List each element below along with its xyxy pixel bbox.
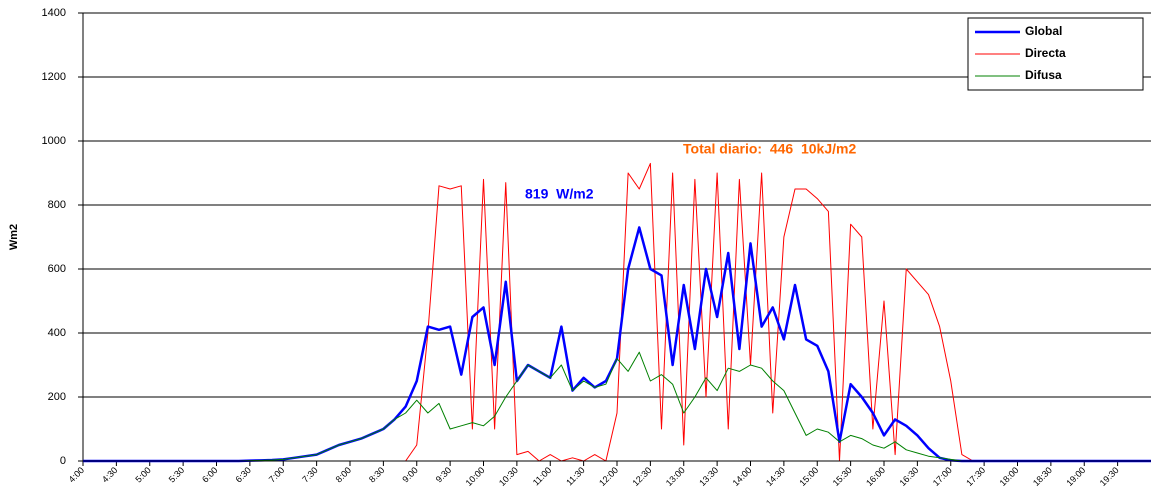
x-tick-label: 6:00 — [200, 465, 219, 484]
x-tick-label: 10:00 — [464, 465, 487, 488]
x-tick-label: 13:00 — [664, 465, 687, 488]
y-tick-label: 800 — [48, 199, 66, 211]
x-tick-label: 15:00 — [797, 465, 820, 488]
y-axis-label: Wm2 — [8, 224, 20, 250]
y-tick-label: 1200 — [42, 71, 66, 83]
annotation: 819 W/m2 — [525, 186, 594, 202]
x-tick-label: 17:30 — [964, 465, 987, 488]
y-tick-label: 0 — [60, 455, 66, 467]
x-tick-label: 4:30 — [100, 465, 119, 484]
x-tick-label: 5:30 — [167, 465, 186, 484]
x-tick-label: 11:30 — [564, 465, 587, 488]
x-tick-label: 19:30 — [1098, 465, 1121, 488]
legend-label: Difusa — [1025, 68, 1062, 82]
x-tick-label: 18:30 — [1031, 465, 1054, 488]
x-tick-label: 14:00 — [731, 465, 754, 488]
x-tick-label: 7:30 — [300, 465, 319, 484]
x-tick-label: 14:30 — [764, 465, 787, 488]
annotation: Total diario: 446 10kJ/m2 — [683, 141, 856, 157]
x-tick-label: 15:30 — [831, 465, 854, 488]
legend-label: Global — [1025, 24, 1062, 38]
series-line — [83, 162, 1151, 462]
x-tick-label: 16:00 — [864, 465, 887, 488]
x-tick-label: 4:00 — [67, 465, 86, 484]
x-tick-label: 6:30 — [234, 465, 253, 484]
x-tick-label: 13:30 — [697, 465, 720, 488]
y-tick-label: 400 — [48, 327, 66, 339]
x-tick-label: 8:30 — [367, 465, 386, 484]
x-tick-label: 5:00 — [133, 465, 152, 484]
x-tick-label: 9:00 — [400, 465, 419, 484]
series-line — [83, 226, 1151, 463]
x-tick-label: 12:30 — [630, 465, 653, 488]
y-tick-label: 1000 — [42, 135, 66, 147]
x-tick-label: 16:30 — [897, 465, 920, 488]
x-tick-label: 18:00 — [998, 465, 1021, 488]
y-tick-label: 200 — [48, 391, 66, 403]
y-tick-label: 600 — [48, 263, 66, 275]
x-tick-label: 8:00 — [334, 465, 353, 484]
x-tick-label: 12:00 — [597, 465, 620, 488]
x-tick-label: 17:00 — [931, 465, 954, 488]
x-tick-label: 19:00 — [1064, 465, 1087, 488]
x-tick-label: 10:30 — [497, 465, 520, 488]
x-tick-label: 11:00 — [531, 465, 554, 488]
legend-label: Directa — [1025, 46, 1066, 60]
x-tick-label: 9:30 — [434, 465, 453, 484]
legend: Global Directa Difusa — [967, 17, 1144, 91]
y-tick-label: 1400 — [42, 7, 66, 19]
x-tick-label: 7:00 — [267, 465, 286, 484]
